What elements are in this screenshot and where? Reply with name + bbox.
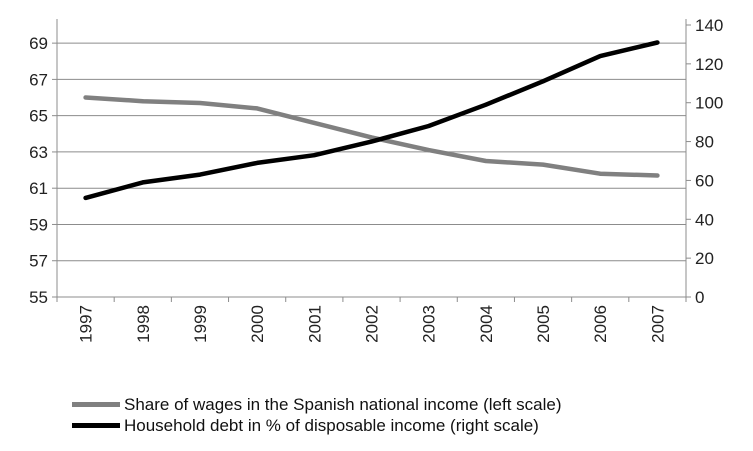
left-tick-label: 67 <box>29 70 48 89</box>
legend-item-wages: Share of wages in the Spanish national i… <box>72 394 562 415</box>
data-point <box>140 99 145 104</box>
left-tick-label: 57 <box>29 252 48 271</box>
data-point <box>541 79 546 84</box>
data-point <box>197 100 202 105</box>
left-tick-label: 55 <box>29 288 48 307</box>
legend-swatch-debt <box>72 423 120 428</box>
left-axis-ticks: 55 57 59 61 63 65 67 69 <box>29 34 57 307</box>
data-point <box>483 102 488 107</box>
data-point <box>312 120 317 125</box>
data-point <box>541 162 546 167</box>
data-point <box>312 153 317 158</box>
left-tick-label: 59 <box>29 215 48 234</box>
legend-label-wages: Share of wages in the Spanish national i… <box>124 394 562 414</box>
x-tick-label: 1998 <box>134 305 153 343</box>
x-tick-label: 2000 <box>248 305 267 343</box>
left-tick-label: 65 <box>29 107 48 126</box>
x-tick-label: 1997 <box>77 305 96 343</box>
right-axis-ticks: 0 20 40 60 80 100 120 140 <box>686 16 723 307</box>
data-point <box>83 195 88 200</box>
data-point <box>483 159 488 163</box>
x-tick-label: 2005 <box>534 305 553 343</box>
legend-swatch-wages <box>72 402 120 407</box>
left-tick-label: 63 <box>29 143 48 162</box>
left-tick-label: 69 <box>29 34 48 53</box>
left-tick-label: 61 <box>29 179 48 198</box>
data-point <box>369 139 374 144</box>
x-axis-ticks: 1997 1998 1999 2000 2001 2002 2003 2004 2005 2006… <box>56 297 687 343</box>
data-point <box>369 135 374 140</box>
legend-label-debt: Household debt in % of disposable income… <box>124 415 539 435</box>
data-point <box>140 180 145 185</box>
data-point <box>598 171 603 176</box>
series-lines <box>83 40 660 201</box>
data-point <box>255 106 260 111</box>
right-tick-label: 20 <box>695 249 714 268</box>
data-point <box>426 148 431 153</box>
right-tick-label: 40 <box>695 210 714 229</box>
axes <box>56 19 687 298</box>
data-point <box>255 160 260 165</box>
x-tick-label: 2007 <box>648 305 667 343</box>
data-point <box>655 40 660 45</box>
data-point <box>426 124 431 129</box>
right-tick-label: 100 <box>695 94 723 113</box>
data-point <box>83 95 88 100</box>
legend-item-debt: Household debt in % of disposable income… <box>72 415 562 436</box>
right-tick-label: 0 <box>695 288 704 307</box>
x-tick-label: 2002 <box>363 305 382 343</box>
x-tick-label: 2004 <box>477 305 496 343</box>
right-tick-label: 60 <box>695 171 714 190</box>
data-point <box>197 172 202 177</box>
x-tick-label: 1999 <box>191 305 210 343</box>
dual-axis-line-chart: 55 57 59 61 63 65 67 69 0 20 40 60 80 100 120 140 1997… <box>29 16 723 343</box>
x-tick-label: 2003 <box>420 305 439 343</box>
data-point <box>598 54 603 59</box>
gridlines <box>57 42 686 262</box>
right-tick-label: 120 <box>695 55 723 74</box>
data-point <box>655 173 660 178</box>
x-tick-label: 2001 <box>305 305 324 343</box>
right-tick-label: 140 <box>695 16 723 35</box>
series-line-household-debt <box>83 40 660 201</box>
right-tick-label: 80 <box>695 133 714 152</box>
legend: Share of wages in the Spanish national i… <box>72 394 562 436</box>
x-tick-label: 2006 <box>591 305 610 343</box>
